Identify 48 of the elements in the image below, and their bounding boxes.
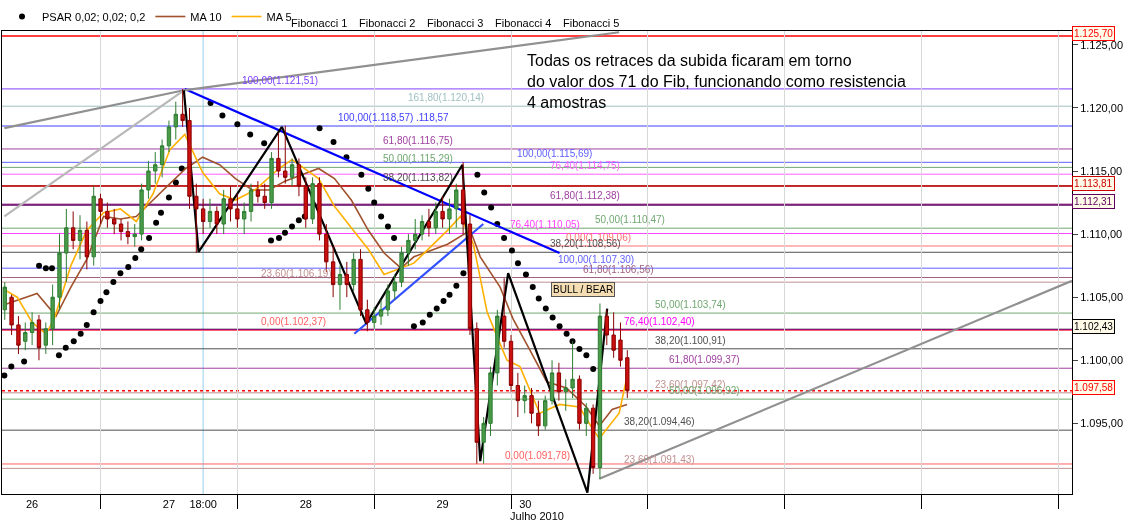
y-tick-label: 1.115,00 xyxy=(1080,164,1123,177)
y-tick-label: 1.105,00 xyxy=(1080,291,1124,304)
annotation: 0,00(1.102,37) xyxy=(261,316,327,327)
x-tick-label: 27 xyxy=(162,498,176,511)
x-tick-label: 26 xyxy=(25,498,39,511)
text: Fibonacci 1 xyxy=(291,17,348,29)
y-tick-label: 1.120,00 xyxy=(1080,101,1124,114)
annotation: 161,80(1.120,14) xyxy=(408,92,485,103)
annotation: 38,20(1.094,46) xyxy=(624,416,695,427)
legend-label: MA 10 xyxy=(190,10,222,23)
ref-line-label: 1.102,43 xyxy=(1074,321,1114,332)
ref-line-label: 1.113,81 xyxy=(1074,178,1113,189)
annotation: 61,80(1.099,37) xyxy=(669,354,740,365)
y-tick-label: 1.125,00 xyxy=(1080,38,1124,51)
annotation: 100,00(1.107,30) xyxy=(558,254,635,265)
legend-label: MA 5 xyxy=(266,10,292,23)
text: Fibonacci 2 xyxy=(359,17,416,29)
annotation: .118,57 xyxy=(416,112,450,123)
annotation: 100,00(1.121,51) xyxy=(242,75,319,86)
x-tick-label: 18:00 xyxy=(189,498,217,511)
annotation: 50,00(1.103,74) xyxy=(655,299,726,310)
annotation: 50,00(1.110,47) xyxy=(595,214,665,225)
annotation: 100,00(1.118,57) xyxy=(338,112,414,123)
y-tick-label: 1.095,00 xyxy=(1080,417,1124,430)
x-axis-title: Julho 2010 xyxy=(510,510,564,523)
ref-line-label: 1.097,58 xyxy=(1074,382,1114,393)
annotation: 76,40(1.110,05) xyxy=(510,219,580,230)
y-tick-label: 1.100,00 xyxy=(1080,354,1124,367)
annotation: 50,00(1.115,29) xyxy=(383,153,453,164)
x-tick-label: 29 xyxy=(436,498,449,511)
annotation: 100,00(1.115,69) xyxy=(517,148,593,159)
annotation: BULL / BEAR xyxy=(553,284,614,295)
ref-line-label: 1.112,31 xyxy=(1074,196,1113,207)
annotation: 23,60(1.106,19) xyxy=(261,268,332,279)
annotation: 61,80(1.112,38) xyxy=(550,190,620,201)
ref-line-label: 1.125,70 xyxy=(1074,28,1114,39)
annotation: 38,20(1.100,91) xyxy=(655,335,726,346)
annotation: 76,40(1.102,40) xyxy=(624,316,695,327)
text: Fibonacci 3 xyxy=(427,17,484,29)
text: Fibonacci 4 xyxy=(495,17,552,29)
x-tick-label: 28 xyxy=(299,498,312,511)
annotation: Todas os retraces da subida ficaram em torno do valor dos 71 do Fib, funcionando como resistencia 4 amostras xyxy=(527,52,906,111)
annotation: 0,00(1.091,78) xyxy=(505,450,571,461)
text: Fibonacci 5 xyxy=(563,17,620,29)
x-tick-label: 30 xyxy=(519,498,532,511)
y-tick-label: 1.110,00 xyxy=(1080,227,1123,240)
annotation: 61,80(1.116,75) xyxy=(383,135,453,146)
legend-label: PSAR 0,02; 0,02; 0,2 xyxy=(42,10,146,23)
